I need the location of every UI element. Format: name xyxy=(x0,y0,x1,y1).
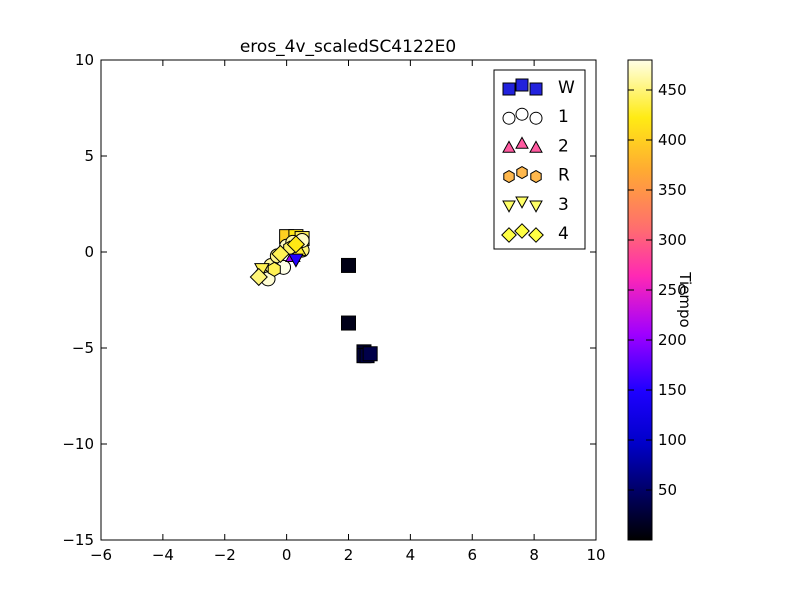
x-tick-label: −2 xyxy=(214,546,236,564)
colorbar-tick-label: 250 xyxy=(658,281,687,299)
legend-label: R xyxy=(558,166,570,186)
legend-label: W xyxy=(558,78,575,98)
point-hexagon-r xyxy=(267,261,281,277)
legend-marker-hexagon xyxy=(530,170,542,184)
colorbar-tick-label: 300 xyxy=(658,231,687,249)
legend-marker-square xyxy=(502,82,516,96)
legend-marker-hexagon xyxy=(503,170,515,184)
legend-box xyxy=(493,69,586,250)
x-tick-label: −4 xyxy=(152,546,174,564)
x-tick-label: 6 xyxy=(467,546,477,564)
legend-marker-triangle-up xyxy=(515,136,529,149)
legend-marker-triangle-up xyxy=(529,140,543,153)
legend-marker-diamond xyxy=(514,223,530,239)
point-square-w xyxy=(341,257,356,273)
data-points xyxy=(249,229,378,364)
y-tick-label: −5 xyxy=(72,339,94,357)
chart-title: eros_4v_scaledSC4122E0 xyxy=(240,37,456,57)
colorbar-tick-label: 450 xyxy=(658,81,687,99)
y-tick-label: 0 xyxy=(84,243,94,261)
x-axis: −6 −4 −2 0 2 4 6 8 10 xyxy=(90,60,606,564)
point-diamond-4 xyxy=(286,235,306,254)
colorbar-tick-label: 350 xyxy=(658,181,687,199)
x-tick-label: 4 xyxy=(406,546,416,564)
legend-marker-circle xyxy=(529,111,543,125)
point-diamond-4 xyxy=(271,244,290,264)
legend-marker-triangle-up xyxy=(502,140,516,153)
colorbar-tick-label: 200 xyxy=(658,331,687,349)
legend-marker-triangle-down xyxy=(502,200,516,213)
y-tick-label: −15 xyxy=(62,531,94,549)
colorbar: 50 100 150 200 250 300 350 400 450 Tiempo xyxy=(627,59,694,541)
y-tick-label: −10 xyxy=(62,435,94,453)
legend-marker-diamond xyxy=(501,227,517,243)
legend-marker-square xyxy=(529,82,543,96)
y-axis: 10 5 0 −5 −10 −15 xyxy=(62,51,596,549)
point-square-w xyxy=(341,315,356,331)
colorbar-tick-label: 100 xyxy=(658,431,687,449)
legend-marker-hexagon xyxy=(516,166,528,180)
legend-label: 4 xyxy=(558,224,569,244)
colorbar-tick-label: 150 xyxy=(658,381,687,399)
x-tick-label: −6 xyxy=(90,546,112,564)
legend-marker-diamond xyxy=(528,227,544,243)
legend-label: 1 xyxy=(558,107,569,127)
colorbar-tick-label: 400 xyxy=(658,131,687,149)
x-tick-label: 8 xyxy=(529,546,539,564)
colorbar-label: Tiempo xyxy=(676,271,694,327)
x-tick-label: 10 xyxy=(586,546,605,564)
y-tick-label: 5 xyxy=(84,147,94,165)
point-square-w xyxy=(362,346,378,362)
legend-marker-circle xyxy=(502,111,516,125)
legend-marker-square xyxy=(515,78,529,92)
colorbar-gradient xyxy=(627,59,653,541)
y-tick-label: 10 xyxy=(75,51,94,69)
legend-label: 3 xyxy=(558,195,569,215)
legend-label: 2 xyxy=(558,136,569,156)
colorbar-tick-label: 50 xyxy=(658,481,677,499)
legend-marker-circle xyxy=(515,107,529,121)
legend: W 1 2 R 3 4 xyxy=(493,69,586,250)
point-triangle-down-3 xyxy=(288,253,304,268)
point-diamond-4 xyxy=(249,267,268,287)
legend-marker-triangle-down xyxy=(515,196,529,209)
x-tick-label: 2 xyxy=(344,546,354,564)
legend-marker-triangle-down xyxy=(529,200,543,213)
x-tick-label: 0 xyxy=(282,546,292,564)
